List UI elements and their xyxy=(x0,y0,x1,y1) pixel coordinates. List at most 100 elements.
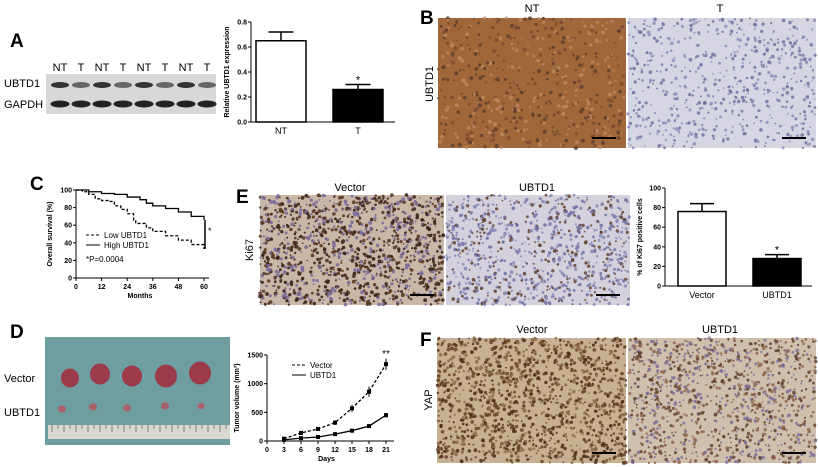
nucleus xyxy=(504,197,507,200)
nucleus xyxy=(535,433,540,437)
nucleus xyxy=(615,215,618,218)
nucleus xyxy=(585,449,590,453)
nucleus xyxy=(608,391,612,395)
nucleus xyxy=(265,272,268,276)
nucleus xyxy=(583,416,587,420)
nucleus xyxy=(479,390,483,394)
nucleus xyxy=(516,340,520,345)
nucleus xyxy=(576,377,580,380)
nucleus xyxy=(769,396,772,399)
nucleus xyxy=(551,69,556,74)
nucleus xyxy=(595,372,598,375)
nucleus xyxy=(315,251,319,255)
nucleus xyxy=(612,410,615,412)
nucleus xyxy=(364,273,367,276)
nucleus xyxy=(529,389,533,393)
nucleus xyxy=(594,361,597,364)
nucleus xyxy=(489,228,493,233)
nucleus xyxy=(673,25,676,28)
nucleus xyxy=(474,17,477,20)
nucleus xyxy=(572,123,576,127)
nucleus xyxy=(538,299,541,301)
nucleus xyxy=(750,49,753,52)
nucleus xyxy=(500,375,504,380)
nucleus xyxy=(525,395,528,397)
nucleus xyxy=(549,275,552,278)
nucleus xyxy=(474,280,477,283)
nucleus xyxy=(598,358,601,361)
nucleus xyxy=(318,199,321,201)
nucleus xyxy=(389,204,391,207)
nucleus xyxy=(664,68,668,72)
nucleus xyxy=(753,65,757,69)
nucleus xyxy=(744,425,747,428)
nucleus xyxy=(441,202,445,206)
nucleus xyxy=(600,370,603,373)
nucleus xyxy=(518,18,523,22)
nucleus xyxy=(588,270,591,273)
nucleus xyxy=(444,455,449,459)
nucleus xyxy=(495,98,500,103)
blot-background xyxy=(46,74,216,114)
nucleus xyxy=(446,105,450,109)
nucleus xyxy=(539,120,543,124)
nucleus xyxy=(507,448,511,452)
nucleus xyxy=(560,422,565,426)
nucleus xyxy=(709,443,714,448)
nucleus xyxy=(457,96,461,100)
nucleus xyxy=(774,342,777,345)
nucleus xyxy=(785,389,790,394)
nucleus xyxy=(477,388,481,391)
nucleus xyxy=(760,350,763,354)
nucleus xyxy=(780,55,783,57)
nucleus xyxy=(487,209,490,212)
nucleus xyxy=(453,365,455,368)
nucleus xyxy=(532,364,536,368)
nucleus xyxy=(329,217,333,222)
nucleus xyxy=(494,407,496,410)
nucleus xyxy=(625,230,629,234)
nucleus xyxy=(698,369,701,371)
nucleus xyxy=(602,402,605,406)
nucleus xyxy=(776,48,779,52)
nucleus xyxy=(386,214,389,217)
nucleus xyxy=(503,215,507,219)
nucleus xyxy=(749,98,753,101)
nucleus xyxy=(504,397,508,401)
nucleus xyxy=(567,403,570,405)
nucleus xyxy=(752,103,756,108)
nucleus xyxy=(333,202,336,205)
nucleus xyxy=(609,417,612,420)
nucleus xyxy=(653,17,657,22)
nucleus xyxy=(554,336,558,340)
nucleus xyxy=(468,337,470,340)
nucleus xyxy=(549,430,553,435)
nucleus xyxy=(692,22,696,25)
nucleus xyxy=(613,402,616,406)
nucleus xyxy=(274,208,277,212)
nucleus xyxy=(516,367,521,372)
nucleus xyxy=(725,134,727,137)
nucleus xyxy=(703,77,707,81)
nucleus xyxy=(537,432,540,435)
nucleus xyxy=(334,227,338,232)
nucleus xyxy=(546,271,550,275)
nucleus xyxy=(550,352,553,354)
nucleus xyxy=(534,270,538,274)
nucleus xyxy=(282,270,287,275)
nucleus xyxy=(493,402,497,406)
nucleus xyxy=(635,112,638,115)
nucleus xyxy=(480,423,485,428)
nucleus xyxy=(618,449,621,452)
nucleus xyxy=(688,18,693,23)
nucleus xyxy=(661,383,664,386)
nucleus xyxy=(433,198,436,201)
nucleus xyxy=(664,139,668,142)
nucleus xyxy=(310,231,312,234)
nucleus xyxy=(481,405,484,408)
nucleus xyxy=(718,444,721,448)
nucleus xyxy=(451,224,456,229)
nucleus xyxy=(568,39,571,42)
nucleus xyxy=(461,447,465,451)
nucleus xyxy=(424,242,428,246)
